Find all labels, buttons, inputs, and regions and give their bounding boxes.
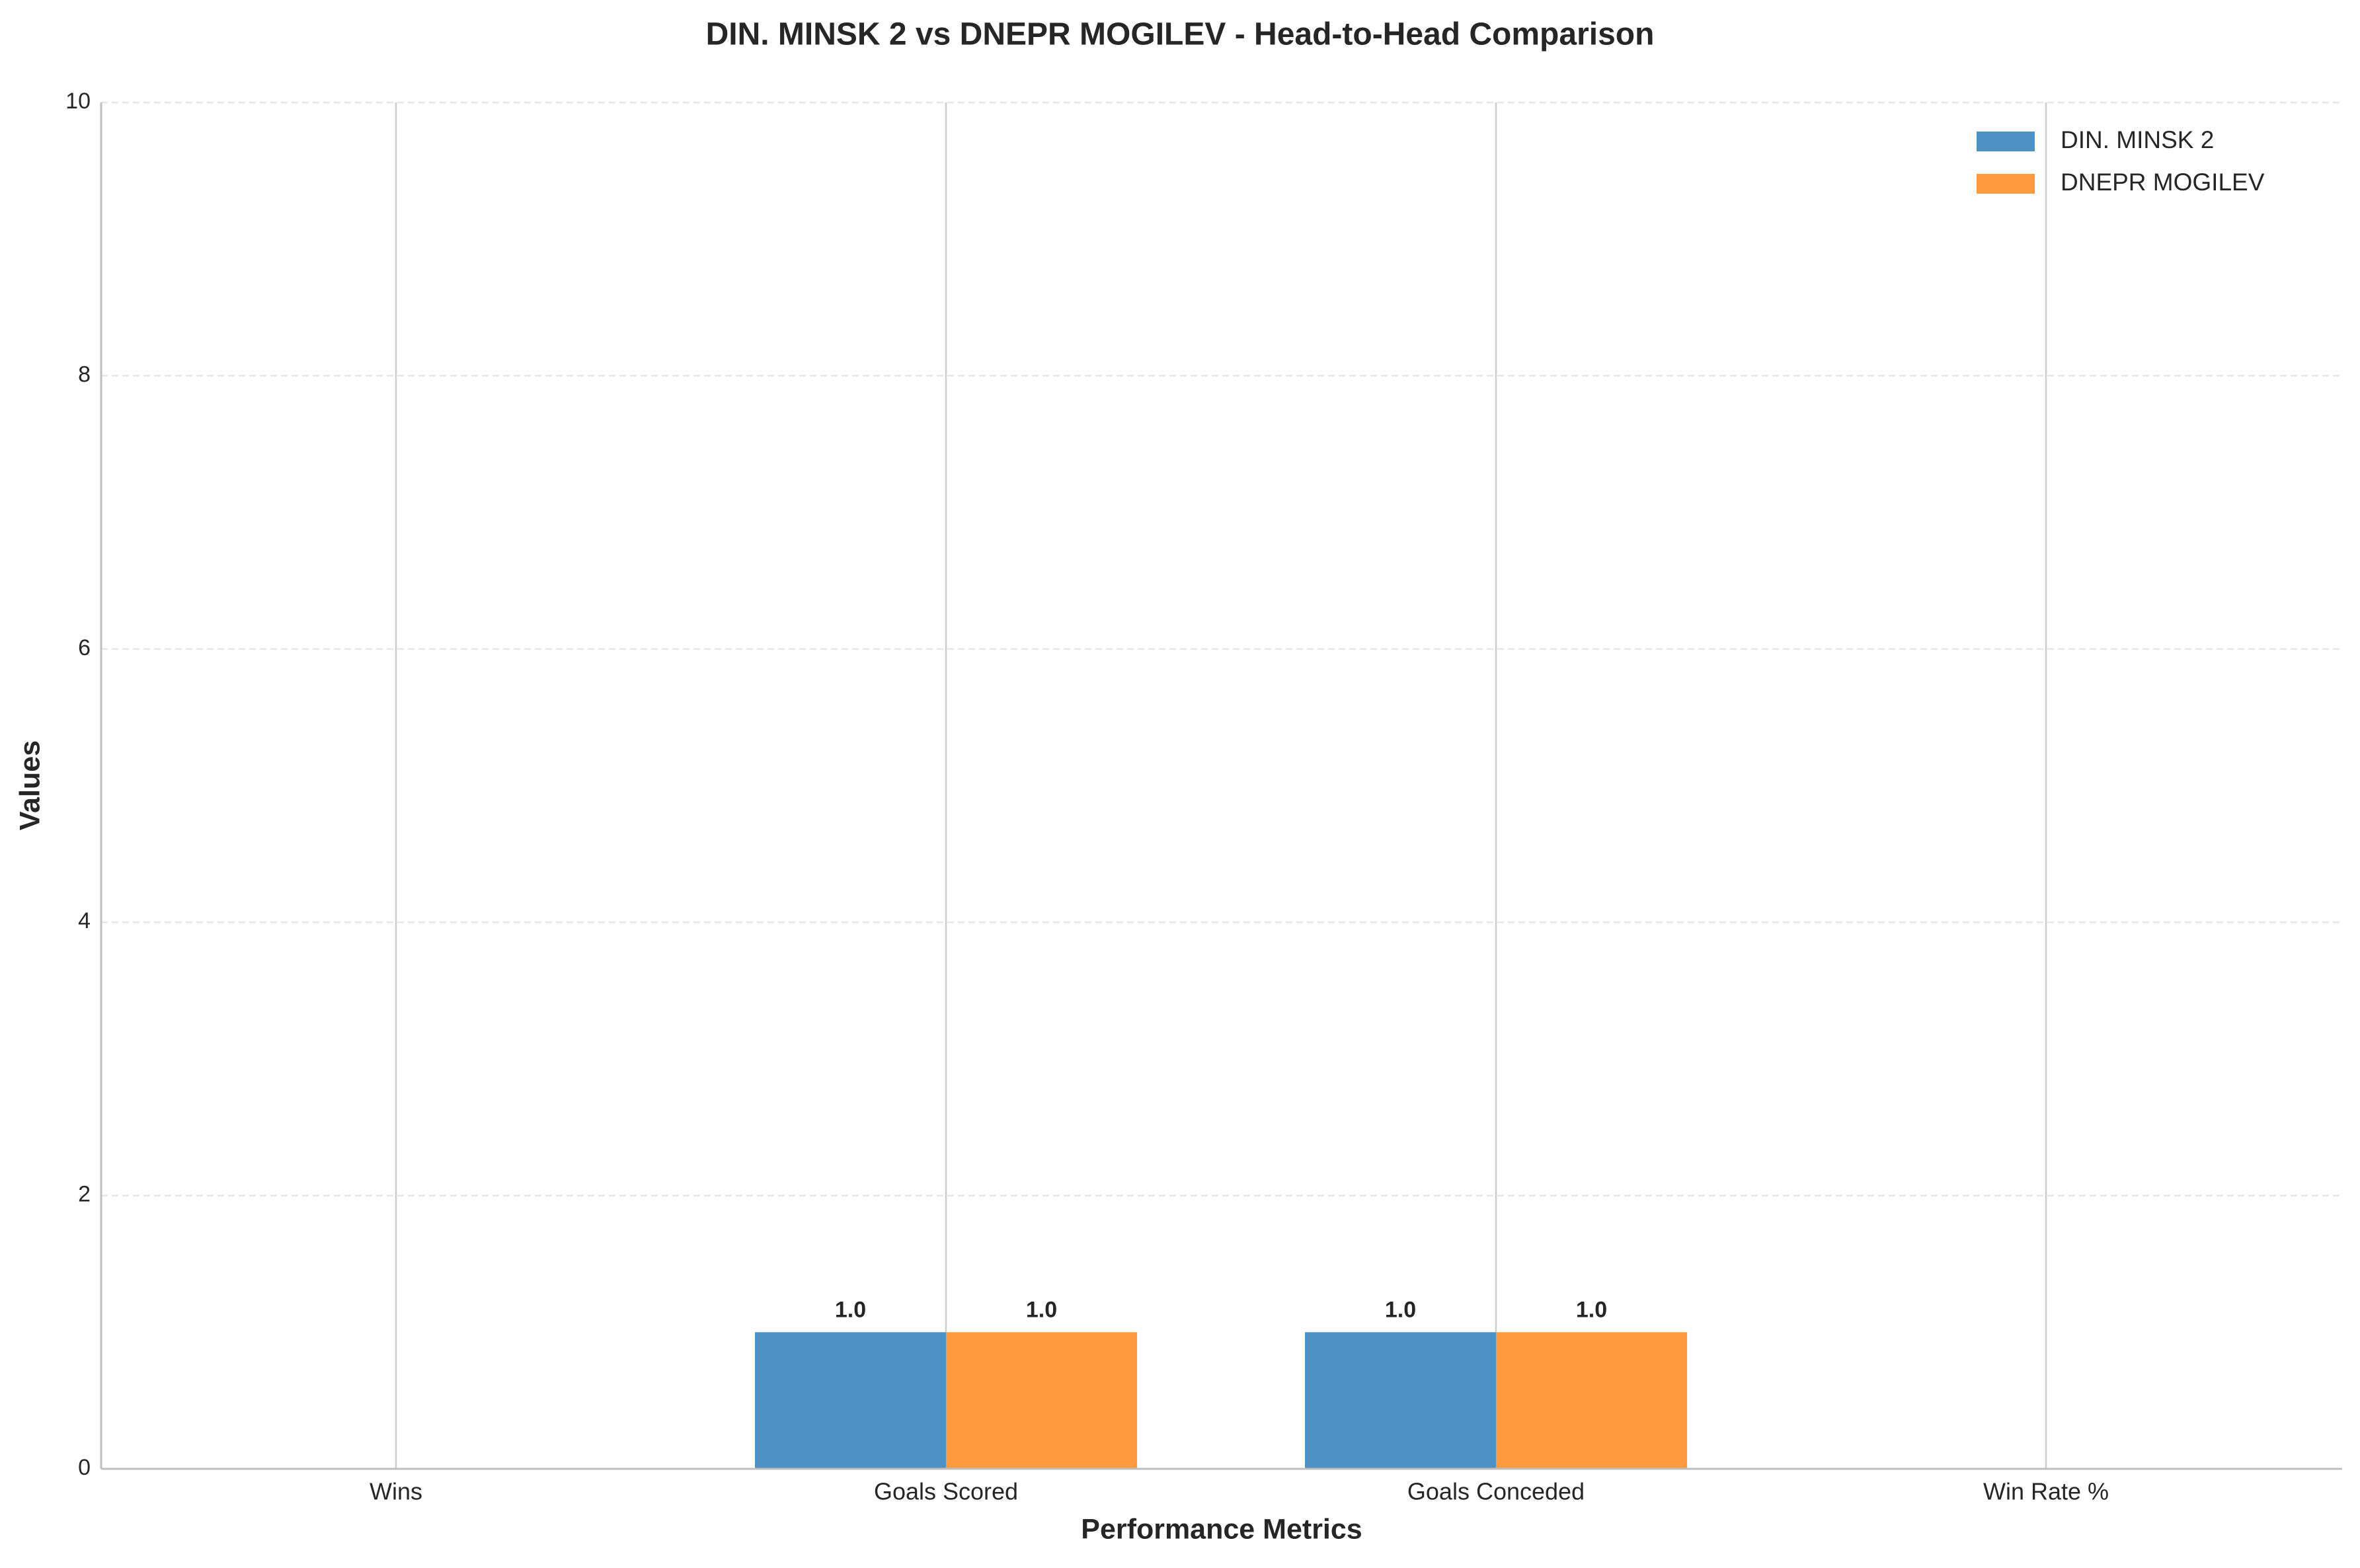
chart-title: DIN. MINSK 2 vs DNEPR MOGILEV - Head-to-… [706,17,1655,52]
y-tick-label: 0 [78,1455,91,1480]
bar [1305,1332,1496,1469]
y-tick-label: 6 [78,635,91,660]
x-tick-label: Wins [370,1478,422,1505]
legend-label: DIN. MINSK 2 [2061,126,2214,153]
legend-label: DNEPR MOGILEV [2061,169,2265,196]
value-label: 1.0 [835,1297,866,1322]
value-label: 1.0 [1026,1297,1057,1322]
x-tick-label: Goals Conceded [1407,1478,1585,1505]
y-tick-label: 8 [78,362,91,387]
bar [946,1332,1137,1469]
legend-swatch [1977,174,2035,194]
bar [1496,1332,1687,1469]
legend-swatch [1977,132,2035,151]
y-tick-label: 4 [78,908,91,933]
x-tick-label: Goals Scored [874,1478,1018,1505]
y-tick-label: 2 [78,1182,91,1207]
y-tick-label: 10 [65,89,91,114]
x-axis-label: Performance Metrics [1081,1513,1362,1545]
y-axis-label: Values [14,740,46,830]
value-label: 1.0 [1385,1297,1416,1322]
bar [755,1332,946,1469]
x-tick-label: Win Rate % [1983,1478,2109,1505]
value-label: 1.0 [1576,1297,1607,1322]
